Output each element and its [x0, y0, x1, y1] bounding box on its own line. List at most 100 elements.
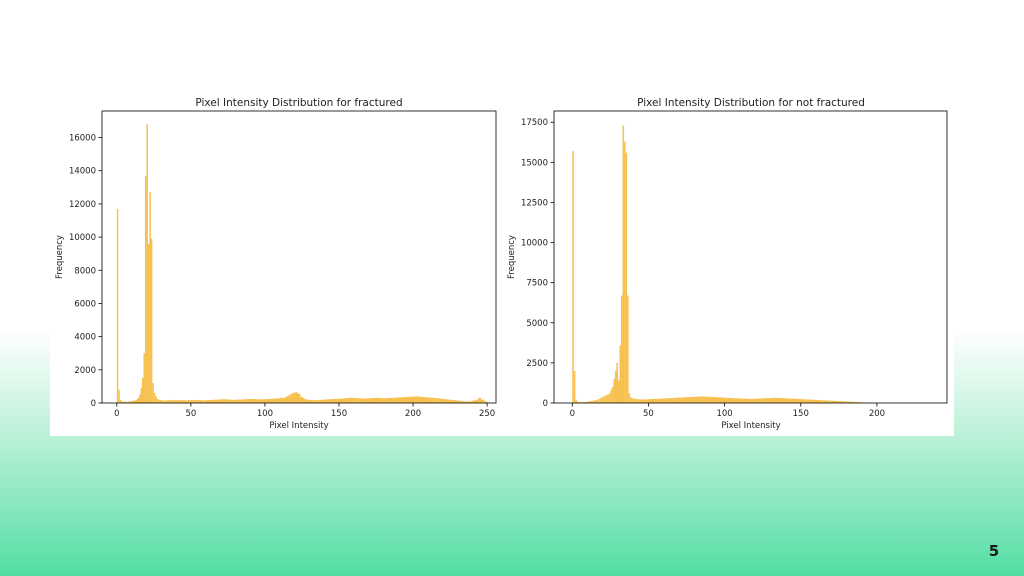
histogram-bar — [834, 400, 838, 403]
histogram-bar — [616, 362, 618, 403]
histogram-bar — [147, 243, 150, 403]
histogram-bar — [261, 399, 265, 403]
histogram-bar — [595, 400, 597, 403]
histogram-bar — [794, 398, 798, 403]
histogram-bar — [825, 400, 829, 403]
histogram-bar — [341, 398, 345, 403]
histogram-bar — [226, 399, 230, 403]
histogram-bar — [846, 401, 850, 403]
histogram-bar — [604, 395, 606, 403]
y-axis-ticks: 0 2000 4000 6000 8000 10000 12000 14000 16000 — [69, 134, 102, 409]
histogram-bar — [758, 398, 762, 403]
histogram-bar — [785, 398, 789, 403]
y-tick-label: 7500 — [526, 279, 548, 289]
histogram-bar — [193, 399, 197, 403]
y-tick-label: 10000 — [69, 233, 96, 243]
histogram-bar — [457, 400, 461, 403]
histogram-bar — [631, 398, 634, 403]
histogram-bar — [592, 400, 594, 403]
histogram-bar — [625, 152, 628, 403]
histogram-bar — [727, 397, 731, 403]
histogram-bar — [187, 400, 191, 403]
histogram-bar — [755, 398, 759, 403]
histogram-bar — [217, 399, 221, 403]
histogram-bar — [158, 399, 160, 403]
histogram-bar — [253, 399, 257, 403]
bar-series — [572, 125, 880, 404]
histogram-bar — [605, 394, 608, 403]
histogram-bar — [133, 400, 135, 403]
histogram-bar — [578, 402, 580, 403]
histogram-bar — [575, 399, 577, 403]
histogram-bar — [748, 398, 753, 403]
histogram-bar — [614, 370, 617, 403]
plot-frame — [101, 110, 497, 404]
histogram-bar — [297, 393, 301, 404]
histogram-bar — [380, 398, 384, 403]
histogram-bar — [478, 398, 482, 403]
y-tick-label: 10000 — [521, 239, 548, 249]
page-number: 5 — [988, 542, 1000, 560]
histogram-bar — [327, 399, 331, 403]
histogram-bar — [312, 400, 316, 403]
histogram-bar — [660, 398, 664, 403]
histogram-bar — [451, 400, 455, 403]
histogram-bar — [159, 400, 162, 403]
histogram-bar — [162, 400, 165, 403]
x-tick-label: 250 — [479, 409, 495, 419]
histogram-bar — [472, 400, 476, 403]
chart-fractured: Pixel Intensity Distribution for fractur… — [55, 97, 497, 431]
histogram-bar — [125, 402, 128, 403]
histogram-bar — [637, 399, 640, 403]
histogram-bar — [593, 400, 596, 403]
histogram-bar — [691, 396, 695, 403]
histogram-bar — [622, 125, 625, 403]
histogram-bar — [294, 392, 298, 403]
histogram-bar — [155, 396, 157, 403]
histogram-bar — [590, 401, 593, 403]
histogram-bar — [347, 397, 351, 403]
histogram-bar — [602, 396, 605, 403]
histogram-bar — [404, 397, 408, 403]
histogram-bar — [368, 398, 372, 403]
histogram-bar — [238, 399, 242, 403]
histogram-bar — [174, 400, 177, 403]
histogram-bar — [819, 400, 823, 403]
histogram-bar — [356, 398, 360, 403]
histogram-bar — [291, 393, 295, 403]
histogram-bar — [250, 398, 254, 403]
histogram-bar — [119, 399, 122, 403]
y-axis-ticks: 0 2500 5000 7500 10000 12500 15000 17500 — [521, 118, 554, 409]
histogram-bar — [630, 397, 632, 403]
histogram-bar — [596, 399, 599, 403]
histogram-bar — [173, 400, 175, 403]
y-tick-label: 0 — [91, 399, 96, 409]
histogram-bar — [439, 398, 443, 403]
histogram-bar — [484, 401, 488, 403]
x-tick-label: 50 — [643, 409, 654, 419]
histogram-bar — [442, 399, 446, 403]
histogram-bar — [610, 390, 612, 403]
histogram-bar — [730, 398, 734, 403]
y-tick-label: 17500 — [521, 118, 548, 128]
histogram-bar — [475, 399, 479, 403]
histogram-bar — [454, 400, 458, 403]
histogram-bar — [288, 394, 292, 403]
y-tick-label: 4000 — [74, 333, 96, 343]
histogram-bar — [386, 398, 390, 403]
histogram-bar — [678, 397, 682, 403]
y-axis-label: Frequency — [507, 235, 517, 279]
histogram-bar — [116, 208, 119, 403]
histogram-bar — [800, 399, 804, 403]
chart-title: Pixel Intensity Distribution for fractur… — [195, 97, 402, 109]
histogram-bar — [350, 397, 354, 403]
histogram-bar — [220, 399, 224, 403]
chart-title: Pixel Intensity Distribution for not fra… — [637, 97, 865, 109]
histogram-bar — [137, 398, 140, 403]
histogram-bar — [828, 400, 832, 403]
histogram-bar — [128, 401, 131, 403]
histogram-bar — [124, 401, 126, 403]
y-axis-label: Frequency — [55, 235, 65, 279]
histogram-bar — [608, 393, 611, 403]
x-tick-label: 200 — [405, 409, 421, 419]
